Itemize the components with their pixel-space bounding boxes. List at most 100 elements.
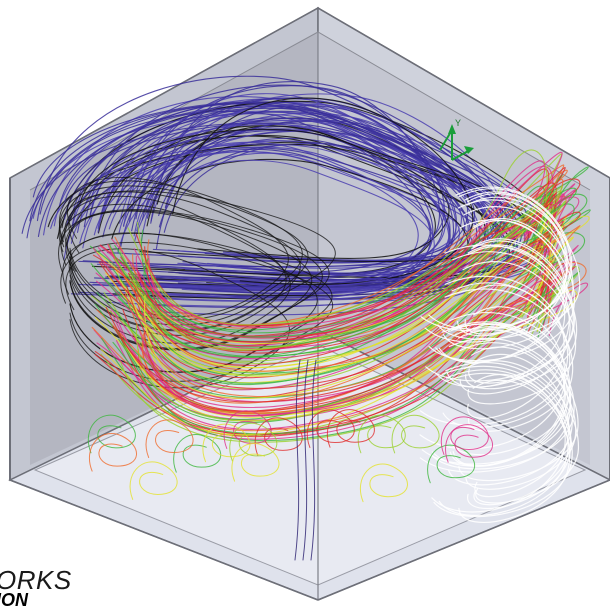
streamline	[357, 414, 406, 454]
streamline	[117, 159, 435, 290]
streamline	[435, 219, 568, 363]
streamline	[419, 306, 566, 450]
software-watermark: ORKS ION	[0, 567, 72, 609]
streamline	[445, 361, 572, 506]
top-rim-inner	[29, 31, 591, 191]
streamline	[39, 110, 488, 268]
streamline	[64, 195, 287, 336]
streamline	[100, 290, 578, 436]
streamline	[427, 444, 476, 484]
streamline	[465, 346, 577, 490]
streamline	[442, 206, 574, 350]
streamline	[465, 246, 578, 390]
streamline	[440, 416, 489, 455]
streamline	[114, 203, 575, 348]
streamline	[223, 410, 272, 449]
streamline	[89, 433, 137, 472]
streamline	[302, 359, 309, 561]
streamline	[126, 220, 564, 389]
streamlines	[21, 75, 591, 561]
streamline	[254, 417, 303, 456]
streamline	[111, 151, 563, 328]
streamline	[141, 244, 579, 417]
streamline	[141, 117, 498, 262]
streamline	[127, 149, 548, 326]
triad-axis-label: Y	[455, 118, 461, 128]
streamline	[428, 218, 575, 362]
streamline	[92, 194, 556, 337]
streamline	[113, 200, 566, 351]
coordinate-triad: Y	[439, 118, 474, 161]
streamline	[326, 409, 375, 448]
streamline	[444, 275, 565, 420]
streamline	[156, 125, 450, 259]
streamline	[294, 359, 301, 561]
streamline	[231, 443, 280, 482]
streamline	[108, 151, 419, 282]
streamline	[72, 123, 536, 291]
streamline	[458, 379, 571, 523]
streamline	[63, 119, 509, 307]
inner-floor	[33, 344, 587, 586]
streamline	[118, 271, 580, 442]
streamline	[144, 182, 557, 352]
streamline	[87, 414, 136, 454]
streamline	[65, 248, 290, 389]
streamline	[419, 329, 571, 473]
streamline	[360, 463, 408, 503]
streamline	[229, 422, 278, 462]
streamline	[155, 105, 454, 299]
streamline	[391, 414, 440, 454]
streamline	[137, 273, 551, 432]
streamline	[463, 360, 580, 504]
streamline	[147, 164, 565, 329]
streamline	[428, 186, 573, 330]
streamline	[306, 409, 355, 449]
streamline	[100, 167, 566, 343]
streamline	[441, 323, 566, 467]
streamline	[437, 196, 581, 340]
streamline	[444, 288, 574, 432]
streamline	[71, 102, 469, 287]
bottom-right-edge	[317, 479, 610, 601]
streamline	[89, 97, 504, 280]
streamline	[468, 240, 574, 384]
streamline	[97, 110, 450, 302]
streamline	[59, 185, 309, 326]
streamline	[441, 365, 572, 509]
streamline	[127, 211, 581, 366]
streamline	[138, 215, 590, 373]
streamline	[95, 189, 576, 360]
streamline	[118, 193, 588, 338]
streamline	[129, 461, 178, 500]
streamline	[76, 107, 515, 308]
streamline	[173, 434, 222, 473]
streamline	[420, 188, 571, 332]
streamline	[124, 225, 581, 397]
streamline	[36, 75, 507, 282]
enclosure-box	[8, 6, 610, 601]
top-rim	[9, 7, 610, 179]
streamline	[448, 342, 573, 486]
streamline	[112, 259, 547, 403]
bottom-left-edge	[9, 479, 319, 601]
streamline	[120, 129, 431, 295]
streamline	[438, 372, 569, 516]
streamline	[96, 227, 553, 384]
streamline	[144, 236, 574, 399]
watermark-top-text: ORKS	[0, 565, 72, 595]
streamline	[79, 128, 526, 263]
streamline	[96, 261, 587, 404]
streamline	[448, 337, 579, 482]
streamline	[145, 419, 194, 459]
streamline	[94, 266, 576, 438]
streamline	[462, 261, 577, 405]
streamline	[202, 423, 251, 463]
streamline	[310, 359, 317, 561]
streamline	[433, 373, 573, 518]
streamline	[118, 141, 433, 287]
streamline	[431, 369, 566, 513]
streamline	[64, 122, 501, 263]
